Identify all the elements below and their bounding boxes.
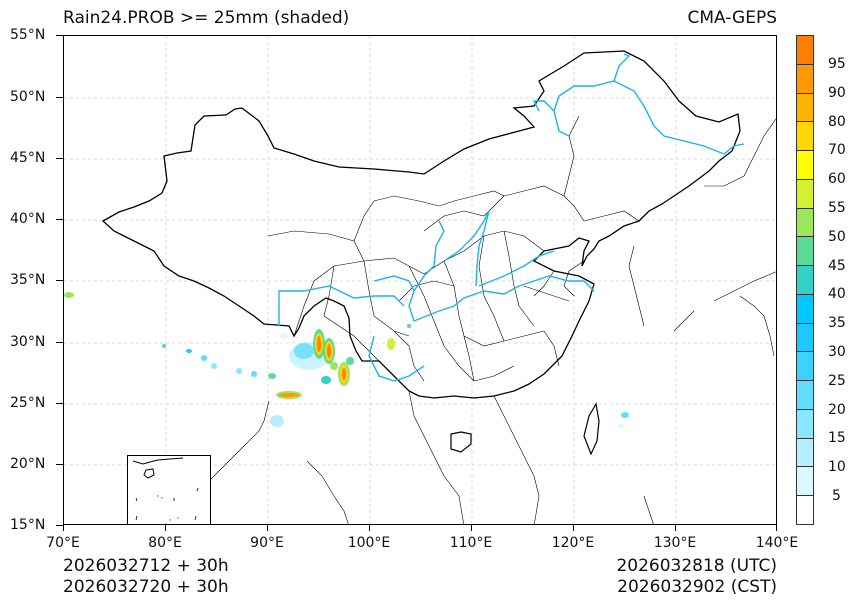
y-tick-40: 40°N bbox=[10, 211, 46, 227]
x-tick-mark bbox=[267, 525, 268, 531]
colorbar-label: 55 bbox=[828, 200, 846, 216]
x-tick-90: 90°E bbox=[250, 535, 284, 551]
inset-reefs bbox=[157, 495, 179, 524]
rivers bbox=[278, 53, 745, 382]
y-tick-55: 55°N bbox=[10, 27, 46, 43]
colorbar-label: 45 bbox=[828, 258, 846, 274]
title-right: CMA-GEPS bbox=[687, 8, 777, 28]
colorbar-segment bbox=[797, 323, 813, 353]
province-borders bbox=[267, 115, 640, 382]
y-tick-mark bbox=[56, 35, 63, 36]
x-tick-mark bbox=[471, 525, 472, 531]
init-time-utc: 2026032712 + 30h bbox=[63, 556, 229, 576]
x-tick-80: 80°E bbox=[148, 535, 182, 551]
inset-canvas bbox=[132, 457, 199, 524]
colorbar-label: 25 bbox=[828, 373, 846, 389]
y-tick-mark bbox=[56, 403, 63, 404]
x-tick-120: 120°E bbox=[551, 535, 595, 551]
valid-time-cst: 2026032902 (CST) bbox=[617, 577, 777, 597]
x-tick-70: 70°E bbox=[46, 535, 80, 551]
colorbar-label: 20 bbox=[828, 402, 846, 418]
colorbar-segment bbox=[797, 179, 813, 209]
y-tick-mark bbox=[56, 525, 63, 526]
colorbar-segment bbox=[797, 237, 813, 267]
x-tick-110: 110°E bbox=[449, 535, 493, 551]
x-tick-mark bbox=[573, 525, 574, 531]
colorbar-segment bbox=[797, 151, 813, 180]
colorbar-segment bbox=[797, 93, 813, 123]
x-tick-140: 140°E bbox=[755, 535, 799, 551]
init-time-cst: 2026032720 + 30h bbox=[63, 577, 229, 597]
colorbar-segment bbox=[797, 409, 813, 439]
y-tick-50: 50°N bbox=[10, 89, 46, 105]
map-plot-area bbox=[63, 35, 777, 525]
colorbar-label: 10 bbox=[828, 459, 846, 475]
colorbar-segment bbox=[797, 64, 813, 94]
x-tick-100: 100°E bbox=[347, 535, 391, 551]
x-tick-mark bbox=[369, 525, 370, 531]
colorbar-segment bbox=[797, 36, 813, 65]
colorbar-segment bbox=[797, 208, 813, 238]
inset-islands bbox=[135, 487, 199, 521]
y-tick-45: 45°N bbox=[10, 150, 46, 166]
colorbar-label: 80 bbox=[828, 114, 846, 130]
y-tick-15: 15°N bbox=[10, 517, 46, 533]
valid-time-utc: 2026032818 (UTC) bbox=[616, 556, 777, 576]
y-tick-35: 35°N bbox=[10, 272, 46, 288]
colorbar-segment bbox=[797, 381, 813, 410]
y-tick-mark bbox=[56, 158, 63, 159]
y-tick-25: 25°N bbox=[10, 395, 46, 411]
colorbar-segment bbox=[797, 496, 813, 525]
colorbar-label: 95 bbox=[828, 56, 846, 72]
colorbar-label: 30 bbox=[828, 344, 846, 360]
colorbar-segment bbox=[797, 294, 813, 324]
colorbar-label: 50 bbox=[828, 229, 846, 245]
taiwan-island bbox=[583, 402, 600, 456]
colorbar-segment bbox=[797, 352, 813, 382]
x-tick-mark bbox=[63, 525, 64, 531]
valid-time-block: 2026032818 (UTC) 2026032902 (CST) bbox=[616, 556, 777, 598]
neighbor-borders bbox=[184, 118, 776, 524]
init-time-block: 2026032712 + 30h 2026032720 + 30h bbox=[63, 556, 229, 598]
x-tick-mark bbox=[675, 525, 676, 531]
y-tick-mark bbox=[56, 219, 63, 220]
colorbar-label: 60 bbox=[828, 171, 846, 187]
map-canvas bbox=[64, 36, 776, 524]
probability-shading bbox=[64, 292, 629, 428]
y-tick-mark bbox=[56, 464, 63, 465]
hainan-island bbox=[450, 431, 472, 453]
colorbar-segment bbox=[797, 438, 813, 468]
y-tick-mark bbox=[56, 280, 63, 281]
colorbar-label: 5 bbox=[832, 488, 841, 504]
china-border bbox=[101, 50, 741, 399]
colorbar-segment bbox=[797, 467, 813, 497]
x-tick-mark bbox=[776, 525, 777, 531]
y-tick-30: 30°N bbox=[10, 334, 46, 350]
y-tick-mark bbox=[56, 97, 63, 98]
colorbar-segment bbox=[797, 122, 813, 152]
colorbar-label: 90 bbox=[828, 85, 846, 101]
colorbar-label: 35 bbox=[828, 315, 846, 331]
south-china-sea-inset bbox=[127, 455, 211, 524]
y-tick-20: 20°N bbox=[10, 456, 46, 472]
colorbar-label: 15 bbox=[828, 430, 846, 446]
x-tick-mark bbox=[165, 525, 166, 531]
colorbar-label: 40 bbox=[828, 286, 846, 302]
y-tick-mark bbox=[56, 342, 63, 343]
x-tick-130: 130°E bbox=[653, 535, 697, 551]
title-left: Rain24.PROB >= 25mm (shaded) bbox=[63, 8, 350, 28]
colorbar bbox=[796, 35, 814, 525]
colorbar-label: 70 bbox=[828, 142, 846, 158]
colorbar-segment bbox=[797, 266, 813, 295]
